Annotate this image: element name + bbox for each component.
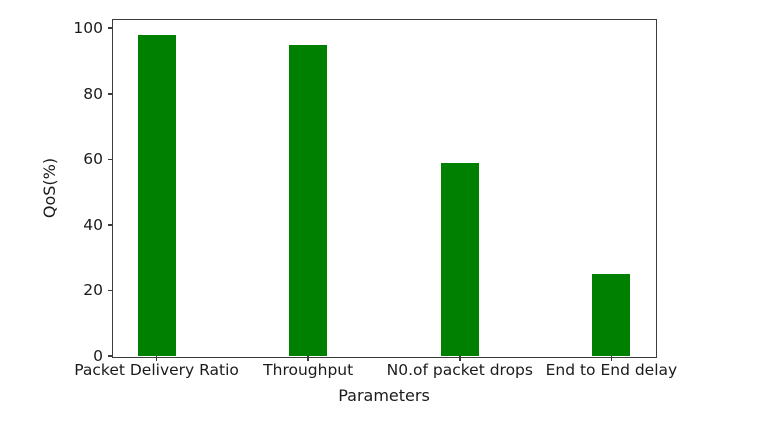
y-tick-label: 80	[83, 84, 103, 103]
bar-packet-delivery-ratio	[137, 34, 176, 356]
y-tick-mark	[108, 289, 113, 292]
bar-n0-of-packet-drops	[440, 162, 479, 356]
y-tick-label: 60	[83, 150, 103, 169]
y-tick-label: 0	[93, 347, 103, 365]
x-tick-label: Throughput	[263, 361, 354, 379]
y-tick-label: 20	[83, 281, 103, 300]
plot-area	[111, 18, 657, 358]
y-tick-label: 100	[73, 19, 103, 38]
y-tick-mark	[108, 93, 113, 95]
x-tick-mark	[459, 356, 461, 361]
x-tick-label: N0.of packet drops	[386, 361, 533, 379]
bar-throughput	[289, 44, 328, 356]
y-tick-mark	[108, 355, 113, 357]
y-tick-mark	[108, 224, 113, 226]
x-tick-label: End to End delay	[545, 361, 678, 379]
x-tick-mark	[307, 356, 309, 361]
x-axis-title: Parameters	[338, 386, 430, 405]
y-tick-mark	[108, 158, 113, 161]
y-tick-mark	[108, 27, 113, 29]
x-tick-label: Packet Delivery Ratio	[74, 361, 239, 379]
y-tick-label: 40	[83, 215, 103, 234]
bar-end-to-end-delay	[592, 274, 631, 356]
x-tick-mark	[155, 356, 158, 361]
y-axis-title: QoS(%)	[40, 157, 59, 219]
x-tick-mark	[610, 356, 613, 361]
